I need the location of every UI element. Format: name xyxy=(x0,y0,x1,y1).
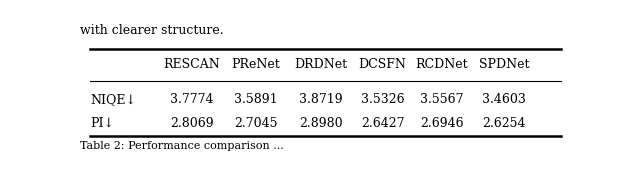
Text: 2.6427: 2.6427 xyxy=(361,117,404,130)
Text: 3.4603: 3.4603 xyxy=(482,93,526,106)
Text: 3.8719: 3.8719 xyxy=(299,93,342,106)
Text: RCDNet: RCDNet xyxy=(416,58,468,71)
Text: 3.5567: 3.5567 xyxy=(420,93,464,106)
Text: NIQE↓: NIQE↓ xyxy=(90,93,136,106)
Text: 3.5326: 3.5326 xyxy=(361,93,404,106)
Text: 3.5891: 3.5891 xyxy=(234,93,278,106)
Text: Table 2: Performance comparison ...: Table 2: Performance comparison ... xyxy=(80,141,284,151)
Text: 2.7045: 2.7045 xyxy=(234,117,278,130)
Text: PReNet: PReNet xyxy=(232,58,280,71)
Text: 2.8980: 2.8980 xyxy=(299,117,342,130)
Text: DRDNet: DRDNet xyxy=(294,58,347,71)
Text: RESCAN: RESCAN xyxy=(163,58,220,71)
Text: SPDNet: SPDNet xyxy=(479,58,529,71)
Text: 2.6946: 2.6946 xyxy=(420,117,464,130)
Text: 2.6254: 2.6254 xyxy=(483,117,526,130)
Text: DCSFN: DCSFN xyxy=(358,58,406,71)
Text: with clearer structure.: with clearer structure. xyxy=(80,24,223,37)
Text: PI↓: PI↓ xyxy=(90,117,114,130)
Text: 2.8069: 2.8069 xyxy=(170,117,213,130)
Text: 3.7774: 3.7774 xyxy=(170,93,213,106)
